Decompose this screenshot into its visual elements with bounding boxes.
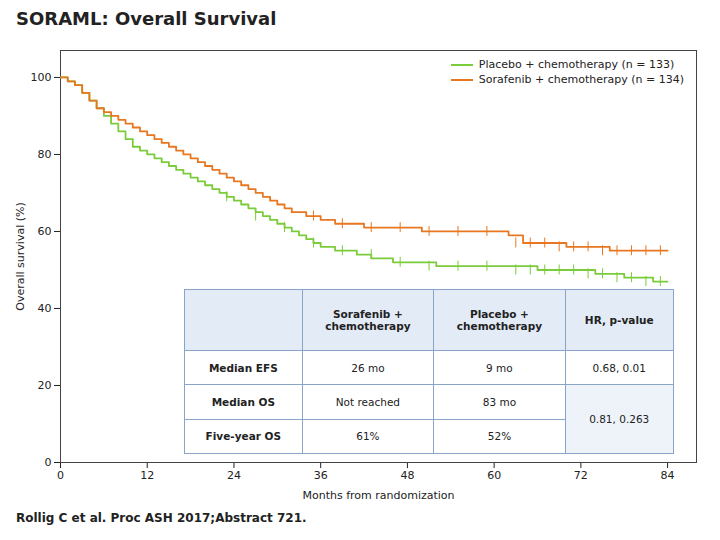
svg-text:40: 40 xyxy=(38,302,52,315)
html-text:52%: 52% xyxy=(487,430,512,443)
svg-text:60: 60 xyxy=(487,469,501,482)
svg-text:60: 60 xyxy=(38,225,52,238)
html-text:61%: 61% xyxy=(356,430,380,443)
svg-text:12: 12 xyxy=(140,469,154,482)
html-text:83 mo: 83 mo xyxy=(482,396,517,408)
svg-text:Overall survival (%): Overall survival (%) xyxy=(14,202,27,310)
svg-text:Months from randomization: Months from randomization xyxy=(302,489,454,502)
html-text:Sorafenib + chemotherapy (n =: Sorafenib + chemotherapy (n = 134) xyxy=(478,73,684,86)
svg-text:20: 20 xyxy=(38,379,52,392)
html-text:0.68, 0.01: 0.68, 0.01 xyxy=(592,361,646,374)
svg-text:48: 48 xyxy=(400,469,414,482)
svg-text:100: 100 xyxy=(31,71,52,84)
html-text:9 mo: 9 mo xyxy=(486,361,513,374)
svg-text:72: 72 xyxy=(574,469,588,482)
html-text:0.81, 0.263: 0.81, 0.263 xyxy=(589,413,650,426)
svg-text:0: 0 xyxy=(45,456,52,469)
svg-text:24: 24 xyxy=(227,469,241,482)
html-text:Sorafenib + chemotherapy: Sorafenib + chemotherapy xyxy=(325,308,411,333)
html-text:Not reached: Not reached xyxy=(335,396,400,408)
svg-text:36: 36 xyxy=(314,469,328,482)
html-text:Placebo + chemotherapy: Placebo + chemotherapy xyxy=(456,308,542,333)
html-text:Five-year OS: Five-year OS xyxy=(205,430,282,443)
html-text:SORAML: Overall Survival: SORAML: Overall Survival xyxy=(16,8,277,29)
html-text:HR, p-value: HR, p-value xyxy=(584,314,654,327)
html-text:Rollig C et al. Proc ASH 2017;: Rollig C et al. Proc ASH 2017;Abstract 7… xyxy=(16,511,307,525)
html-text:26 mo: 26 mo xyxy=(351,361,385,374)
html-text:Median OS: Median OS xyxy=(211,396,275,408)
svg-text:80: 80 xyxy=(38,148,52,161)
html-text:Median EFS: Median EFS xyxy=(208,361,278,374)
svg-text:0: 0 xyxy=(57,469,64,482)
svg-text:84: 84 xyxy=(661,469,675,482)
html-text:Placebo + chemotherapy (n = 13: Placebo + chemotherapy (n = 133) xyxy=(478,58,675,71)
